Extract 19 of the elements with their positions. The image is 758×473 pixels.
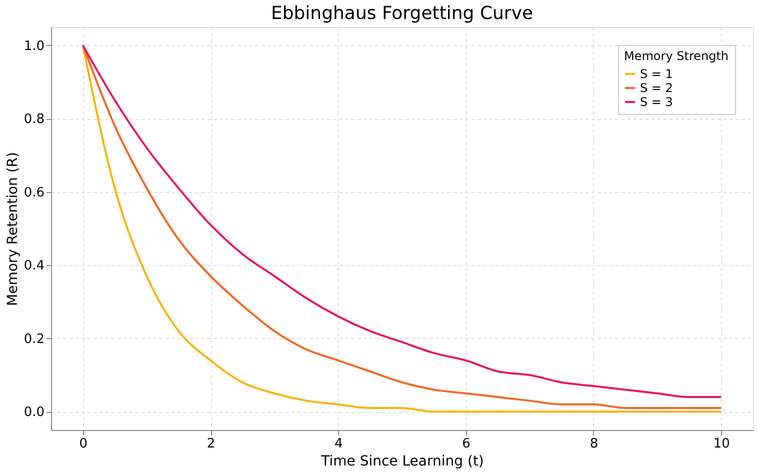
x-tick-label: 2 [206,436,216,452]
x-axis-title: Time Since Learning (t) [320,454,484,470]
legend-title: Memory Strength [624,49,729,63]
y-axis-title: Memory Retention (R) [4,152,21,306]
x-tick-label: 4 [334,436,343,452]
y-tick-label: 0.6 [24,185,44,200]
y-tick-label: 0.8 [24,112,44,128]
legend-label: S = 1 [640,67,673,81]
legend-label: S = 3 [640,95,673,109]
y-tick-label: 0.2 [24,332,44,347]
x-tick-label: 0 [79,436,88,452]
legend-label: S = 2 [640,81,673,95]
chart-title: Ebbinghaus Forgetting Curve [270,3,534,24]
x-tick-label: 8 [590,436,598,452]
y-tick-label: 0.0 [24,405,44,420]
x-tick-label: 10 [713,436,730,452]
y-tick-label: 1.0 [24,38,44,54]
y-tick-label: 0.4 [24,258,44,274]
x-tick-label: 6 [462,436,470,452]
